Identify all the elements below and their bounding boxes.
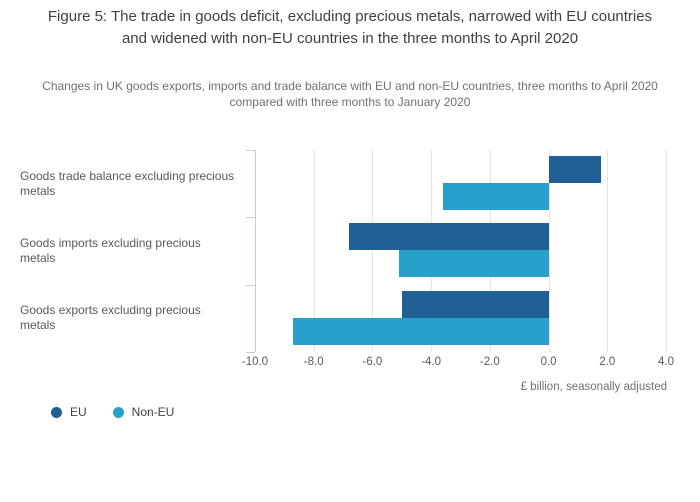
legend: EU Non-EU <box>51 405 174 419</box>
x-tick-label: -10.0 <box>241 356 269 368</box>
legend-item-non-eu[interactable]: Non-EU <box>112 405 175 419</box>
bar-non-eu-0[interactable] <box>442 183 549 210</box>
y-axis-tick <box>246 217 255 219</box>
x-tick-label: -6.0 <box>362 356 383 368</box>
legend-item-eu[interactable]: EU <box>51 405 87 419</box>
x-tick-label: -8.0 <box>303 356 324 368</box>
bar-non-eu-2[interactable] <box>293 317 549 345</box>
legend-swatch-non-eu <box>112 406 124 418</box>
gridline <box>666 150 667 352</box>
y-axis-line <box>255 150 256 352</box>
x-tick-label: -2.0 <box>479 356 500 368</box>
gridline <box>607 150 609 352</box>
x-tick-label: -4.0 <box>421 356 442 368</box>
y-axis-category-labels: Goods trade balance excluding precious m… <box>20 150 238 352</box>
x-tick-label: 0.0 <box>540 356 557 368</box>
bar-eu-1[interactable] <box>348 223 549 251</box>
gridline <box>372 150 374 352</box>
category-label: Goods exports excluding precious metals <box>20 303 201 333</box>
bar-non-eu-1[interactable] <box>398 250 549 278</box>
x-tick-label: 2.0 <box>599 356 616 368</box>
category-label: Goods imports excluding precious metals <box>20 235 201 265</box>
chart-title: Figure 5: The trade in goods deficit, ex… <box>47 8 653 47</box>
category-label: Goods trade balance excluding precious m… <box>20 168 235 198</box>
plot-area <box>255 150 667 352</box>
legend-label-non-eu: Non-EU <box>131 405 175 419</box>
gridline <box>548 150 550 352</box>
chart-subtitle: Changes in UK goods exports, imports and… <box>42 79 658 109</box>
bar-eu-0[interactable] <box>548 156 602 183</box>
legend-swatch-eu <box>51 406 62 418</box>
y-axis-tick <box>246 284 255 286</box>
x-tick-label: 4.0 <box>658 356 674 368</box>
legend-label-eu: EU <box>70 405 87 419</box>
y-axis-tick <box>246 352 255 353</box>
gridline <box>313 150 315 352</box>
y-axis-tick <box>246 150 255 151</box>
bar-eu-2[interactable] <box>401 290 549 318</box>
x-axis-label: £ billion, seasonally adjusted <box>520 381 667 393</box>
